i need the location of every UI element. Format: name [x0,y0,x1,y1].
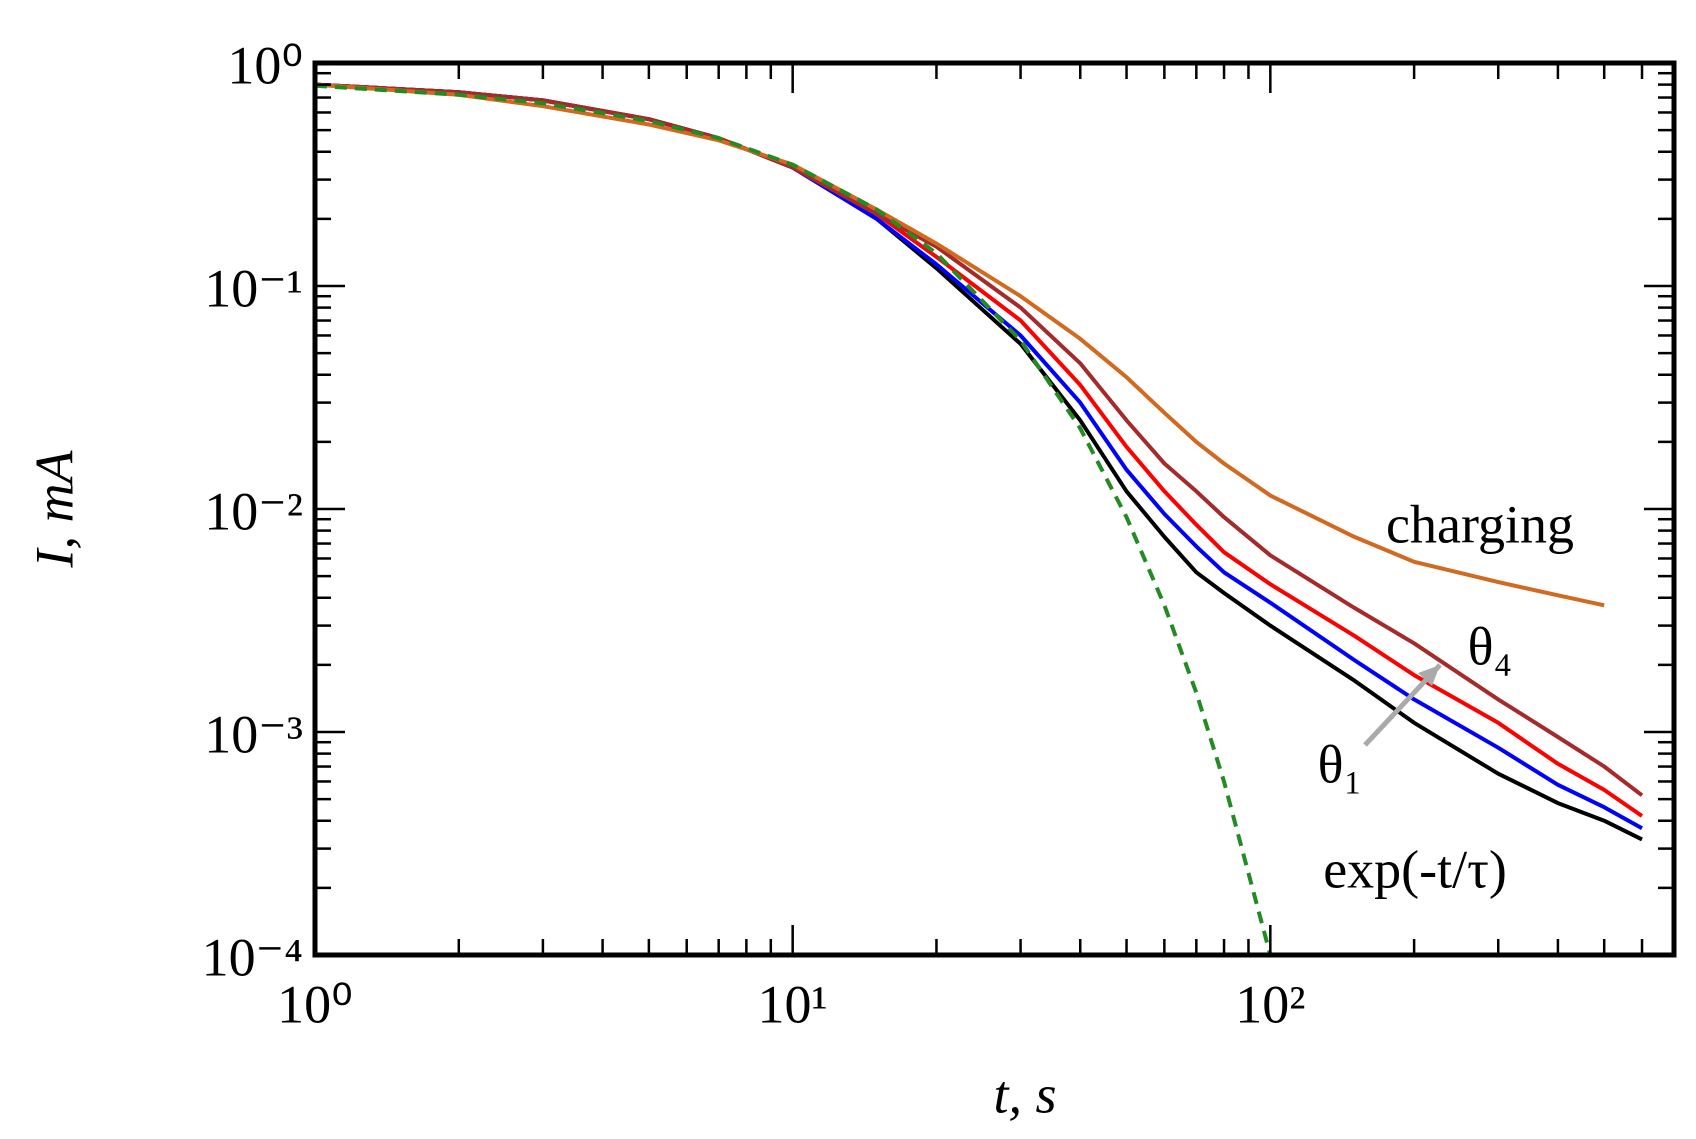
series-line [315,83,1273,955]
x-axis-label: t, s [993,1064,1056,1124]
series-annotation: exp(-t/τ) [1323,839,1507,899]
x-tick-label: 10¹ [758,974,828,1034]
x-tick-label: 10⁰ [277,974,353,1034]
series-line [315,82,1644,818]
series-annotation: θ₁ [1318,734,1363,794]
series-line [315,82,1643,831]
y-tick-label: 10⁰ [227,35,303,95]
plot-area [315,82,1644,955]
y-tick-label: 10⁻¹ [204,258,303,318]
y-tick-label: 10⁻² [204,481,303,541]
series-line [315,82,1643,842]
x-tick-label: 10² [1235,974,1305,1034]
series-annotation: θ₄ [1468,616,1513,676]
series-line [315,82,1644,797]
arrow-head [1418,665,1440,686]
series-line [315,82,1605,608]
y-tick-label: 10⁻⁴ [202,927,303,987]
y-tick-label: 10⁻³ [204,704,303,764]
y-axis-label: I, mA [24,450,84,569]
series-annotation: charging [1386,494,1574,554]
